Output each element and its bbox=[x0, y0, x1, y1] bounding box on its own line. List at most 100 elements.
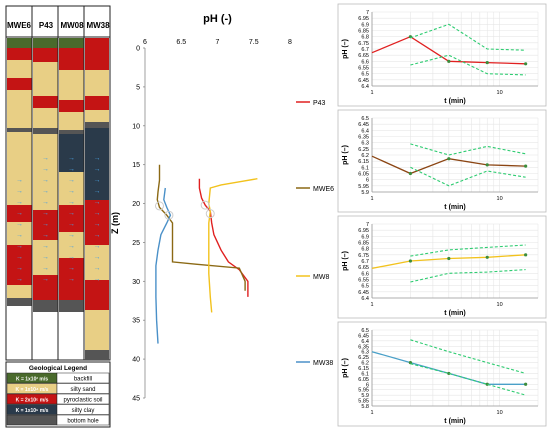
time-y-tick-label: 6.35 bbox=[358, 344, 369, 350]
series-line-mw8 bbox=[208, 178, 258, 313]
k-arrow-icon: → bbox=[16, 265, 23, 272]
k-arrow-icon: → bbox=[16, 199, 23, 206]
k-arrow-icon: → bbox=[42, 177, 49, 184]
k-arrow-icon: → bbox=[94, 221, 101, 228]
column-layer bbox=[59, 100, 84, 112]
time-chart-3: 6.46.456.56.556.66.656.76.756.86.856.96.… bbox=[337, 215, 547, 319]
time-series-point bbox=[447, 157, 451, 161]
k-arrow-icon: → bbox=[94, 188, 101, 195]
legend-k-value: K = 1x10² m/s bbox=[16, 377, 48, 383]
time-y-tick-label: 6.05 bbox=[358, 377, 369, 383]
column-layer bbox=[33, 38, 58, 48]
k-arrow-icon: → bbox=[68, 166, 75, 173]
time-y-tick-label: 6 bbox=[366, 382, 369, 388]
column-layer bbox=[85, 122, 109, 128]
time-y-tick-label: 6.85 bbox=[358, 29, 369, 35]
column-layer bbox=[7, 48, 32, 60]
k-arrow-icon: → bbox=[94, 199, 101, 206]
k-arrow-icon: → bbox=[68, 232, 75, 239]
time-envelope-line bbox=[410, 54, 526, 76]
k-arrow-icon: → bbox=[68, 199, 75, 206]
main-y-tick-label: 25 bbox=[132, 240, 140, 247]
time-x-tick-label: 1 bbox=[370, 302, 373, 308]
legend-name-cell bbox=[56, 404, 110, 415]
k-arrow-icon: → bbox=[42, 166, 49, 173]
column-layer bbox=[85, 165, 109, 200]
k-arrow-icon: → bbox=[42, 276, 49, 283]
time-series-point bbox=[524, 382, 528, 386]
time-x-axis-label: t (min) bbox=[444, 418, 465, 425]
column-header-mw38: MW38 bbox=[86, 21, 110, 30]
time-y-tick-label: 6.55 bbox=[358, 278, 369, 284]
k-arrow-icon: → bbox=[94, 254, 101, 261]
main-y-tick-label: 15 bbox=[132, 162, 140, 169]
column-layer bbox=[59, 232, 84, 258]
legend-swatch bbox=[6, 414, 58, 426]
legend-name: silty sand bbox=[70, 387, 95, 393]
time-y-tick-label: 6.75 bbox=[358, 41, 369, 47]
column-layer bbox=[7, 298, 32, 306]
marker-circle bbox=[200, 200, 210, 210]
k-arrow-icon: → bbox=[42, 254, 49, 261]
k-arrow-icon: → bbox=[68, 221, 75, 228]
column-header-mw08: MW08 bbox=[60, 21, 84, 30]
column-layer bbox=[7, 132, 32, 170]
series-line-p43 bbox=[198, 178, 249, 297]
column-layer bbox=[85, 110, 109, 122]
column-layer bbox=[85, 128, 109, 165]
column-layer bbox=[7, 205, 32, 222]
time-y-tick-label: 7 bbox=[366, 10, 369, 16]
column-layer bbox=[85, 245, 109, 280]
k-arrow-icon: → bbox=[16, 243, 23, 250]
k-arrow-icon: → bbox=[16, 254, 23, 261]
k-arrow-icon: → bbox=[68, 276, 75, 283]
k-arrow-icon: → bbox=[42, 221, 49, 228]
time-y-tick-label: 6.85 bbox=[358, 241, 369, 247]
legend-k-value: K = 2x10⁵ m/s bbox=[16, 398, 49, 404]
time-series-point bbox=[524, 253, 528, 257]
time-y-tick-label: 5.8 bbox=[361, 404, 369, 410]
geological-legend: Geological Legend K = 1x10² m/s backfill K… bbox=[5, 361, 111, 428]
time-y-tick-label: 5.95 bbox=[358, 388, 369, 394]
k-arrow-icon: → bbox=[94, 243, 101, 250]
legend-name-cell bbox=[56, 372, 110, 384]
time-chart-frame bbox=[337, 321, 547, 427]
column-layer bbox=[59, 258, 84, 300]
time-y-tick-label: 6.45 bbox=[358, 78, 369, 84]
time-y-tick-label: 6.8 bbox=[361, 35, 369, 41]
time-series-point bbox=[447, 256, 451, 261]
time-y-tick-label: 6.5 bbox=[361, 116, 369, 122]
column-layer bbox=[85, 280, 109, 310]
main-y-tick-label: 35 bbox=[132, 318, 140, 325]
column-layer bbox=[59, 112, 84, 130]
time-y-tick-label: 6.25 bbox=[358, 147, 369, 153]
k-arrow-icon: → bbox=[42, 265, 49, 272]
time-y-tick-label: 6.65 bbox=[358, 265, 369, 271]
time-series-point bbox=[485, 163, 489, 167]
time-y-tick-label: 6.4 bbox=[361, 84, 369, 90]
legend-name-cell bbox=[56, 383, 110, 394]
time-x-tick-label: 10 bbox=[497, 302, 503, 308]
legend-k-value: K = 1x10⁶ m/s bbox=[16, 408, 49, 414]
time-series-point bbox=[485, 255, 489, 259]
time-series-point bbox=[408, 259, 413, 263]
column-layer bbox=[85, 310, 109, 350]
time-y-tick-label: 6.2 bbox=[361, 153, 369, 159]
time-y-tick-label: 6.45 bbox=[358, 122, 369, 128]
k-arrow-icon: → bbox=[42, 199, 49, 206]
time-y-tick-label: 6.35 bbox=[358, 135, 369, 141]
column-layer bbox=[33, 300, 58, 312]
column-header-mwe6: MWE6 bbox=[7, 21, 32, 30]
main-y-tick-label: 10 bbox=[132, 123, 140, 130]
k-arrow-icon: → bbox=[94, 210, 101, 217]
time-y-tick-label: 6.4 bbox=[361, 339, 369, 345]
time-y-tick-label: 6.55 bbox=[358, 66, 369, 72]
k-arrow-icon: → bbox=[68, 254, 75, 261]
k-arrow-icon: → bbox=[42, 210, 49, 217]
time-y-tick-label: 6.95 bbox=[358, 228, 369, 234]
column-layer bbox=[7, 78, 32, 90]
legend-name-cell bbox=[56, 414, 110, 426]
column-layer bbox=[33, 108, 58, 128]
legend-name-cell bbox=[56, 393, 110, 405]
time-envelope-line bbox=[410, 244, 526, 257]
